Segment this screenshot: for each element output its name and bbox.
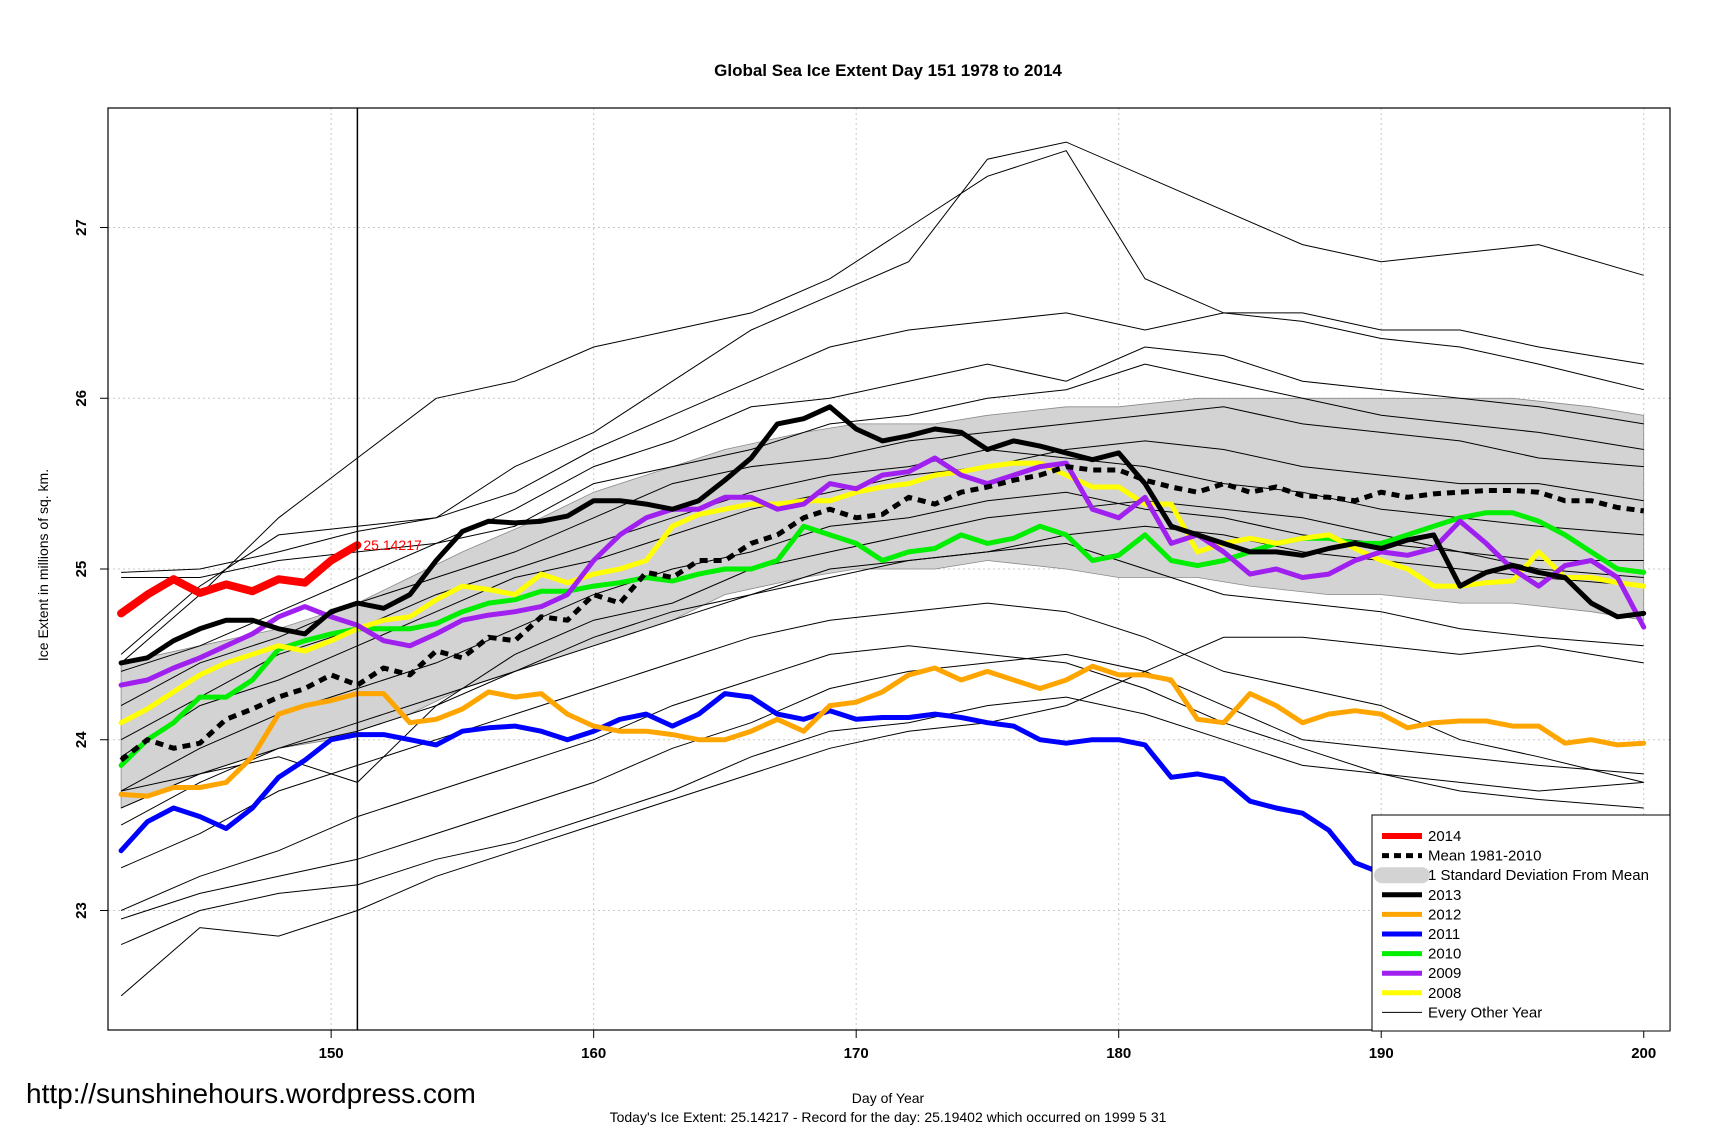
x-tick-label: 200 (1631, 1045, 1656, 1062)
chart-subtitle: Today's Ice Extent: 25.14217 - Record fo… (610, 1109, 1167, 1125)
chart-legend: 2014 Mean 1981-2010 1 Standard Deviation F… (1371, 814, 1671, 1032)
y-tick-label: 24 (73, 731, 90, 748)
y-tick-label: 23 (73, 902, 90, 919)
y-axis-label: Ice Extent in millions of sq. km. (35, 469, 51, 661)
legend-label-2008: 2008 (1428, 985, 1461, 1002)
y-tick-label: 26 (73, 390, 90, 407)
x-axis-label: Day of Year (852, 1090, 925, 1106)
highlighted-series (117, 404, 1647, 891)
other-year-line (120, 150, 1644, 664)
x-axis-ticks: 150 160 170 180 190 200 (319, 1030, 1656, 1062)
series-2012 (118, 663, 1647, 799)
series-2008 (118, 460, 1647, 726)
legend-label-1-standard-deviation-from-mean: 1 Standard Deviation From Mean (1428, 867, 1649, 884)
series-2014 (117, 541, 362, 618)
other-year-line (120, 602, 1644, 869)
y-axis-ticks: 23 24 25 26 27 (73, 219, 108, 919)
series-mean-1981-2010 (119, 464, 1645, 763)
x-tick-label: 160 (581, 1045, 606, 1062)
other-year-line (120, 406, 1644, 707)
watermark-url: http://sunshinehours.wordpress.com (26, 1078, 476, 1109)
every-other-year-lines (120, 141, 1644, 997)
other-year-line (120, 653, 1644, 920)
other-year-line (120, 636, 1644, 997)
y-tick-label: 27 (73, 219, 90, 236)
other-year-line (120, 363, 1644, 672)
legend-label-2011: 2011 (1428, 926, 1460, 943)
series-2009 (118, 455, 1647, 688)
other-year-line (120, 696, 1644, 946)
other-year-line (120, 542, 1644, 826)
legend-label-every-other-year: Every Other Year (1428, 1004, 1542, 1021)
legend-label-2012: 2012 (1428, 906, 1461, 923)
x-tick-label: 150 (319, 1045, 344, 1062)
legend-label-mean-1981-2010: Mean 1981-2010 (1428, 848, 1541, 865)
series-2013 (118, 404, 1647, 666)
other-year-line (120, 645, 1644, 911)
x-tick-label: 170 (844, 1045, 869, 1062)
other-year-line (120, 500, 1644, 809)
current-value-label: 25.14217 (363, 537, 422, 553)
other-year-line (121, 312, 1644, 573)
series-2010 (118, 510, 1647, 768)
y-tick-label: 25 (73, 561, 90, 578)
x-tick-label: 190 (1369, 1045, 1394, 1062)
legend-label-2014: 2014 (1428, 828, 1461, 845)
legend-label-2009: 2009 (1428, 965, 1461, 982)
chart-title: Global Sea Ice Extent Day 151 1978 to 20… (714, 61, 1062, 80)
legend-label-2010: 2010 (1428, 946, 1461, 963)
x-tick-label: 180 (1106, 1045, 1131, 1062)
other-year-line (120, 525, 1644, 792)
other-year-line (120, 141, 1644, 655)
other-year-line (121, 346, 1644, 578)
legend-label-2013: 2013 (1428, 887, 1461, 904)
